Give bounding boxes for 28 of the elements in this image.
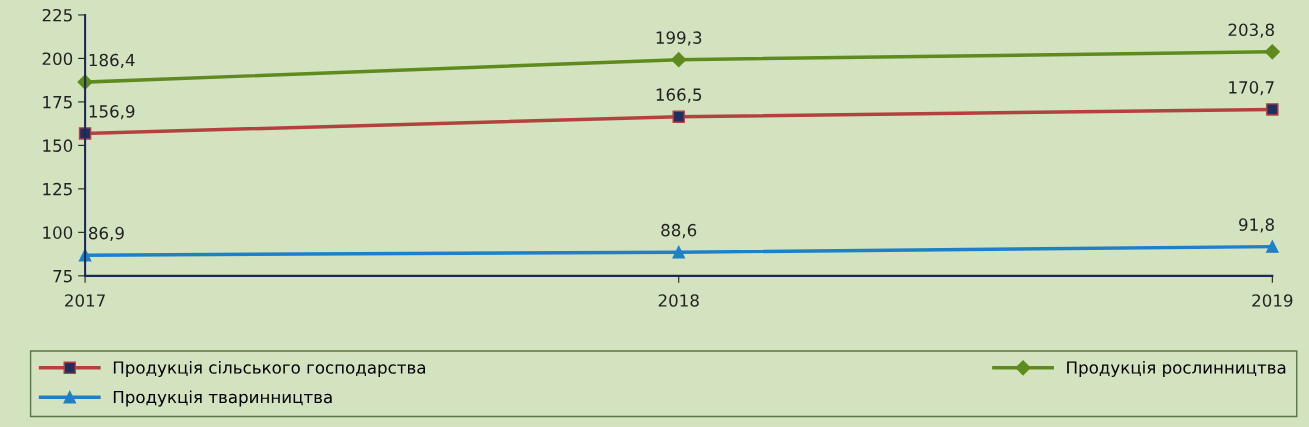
y-tick-label: 150 (43, 139, 73, 152)
y-tick-label: 125 (43, 182, 72, 196)
data-label: 166,5 (656, 88, 702, 103)
data-label: 86,9 (88, 226, 124, 242)
legend-label: Продукція сільського господарства (113, 360, 426, 378)
y-tick-label: 200 (42, 52, 73, 65)
y-tick-label: 225 (42, 8, 72, 22)
point (1266, 103, 1279, 116)
y-tick-label: 175 (43, 96, 72, 109)
point (672, 110, 685, 123)
data-label: 91,8 (1239, 218, 1274, 233)
x-tick-label: 2019 (1252, 294, 1293, 307)
data-label: 203,8 (1228, 23, 1274, 38)
point (672, 245, 685, 259)
point (671, 52, 687, 68)
data-label: 199,3 (656, 31, 702, 46)
y-tick-label: 100 (43, 226, 73, 239)
data-label: 88,6 (661, 223, 697, 239)
point (1264, 44, 1280, 60)
y-tick-label: 75 (53, 270, 72, 283)
data-label: 156,9 (89, 105, 135, 120)
legend-label: Продукція рослинництва (1067, 360, 1286, 378)
data-label: 186,4 (89, 53, 135, 69)
legend-label: Продукція тваринництва (113, 390, 332, 407)
data-label: 170,7 (1229, 81, 1274, 96)
x-tick-label: 2018 (658, 294, 699, 307)
point (1266, 240, 1279, 253)
x-tick-label: 2017 (65, 294, 105, 307)
